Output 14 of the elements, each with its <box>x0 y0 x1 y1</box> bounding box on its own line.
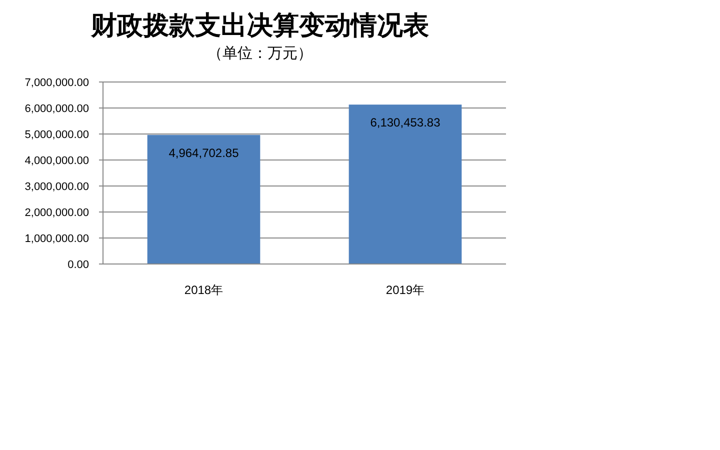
data-label: 6,130,453.83 <box>370 116 441 130</box>
y-tick-label: 4,000,000.00 <box>24 155 89 167</box>
y-tick-label: 1,000,000.00 <box>24 233 89 245</box>
x-tick-label: 2019年 <box>386 283 425 297</box>
chart-title: 财政拨款支出决算变动情况表 <box>90 11 429 40</box>
y-tick-label: 7,000,000.00 <box>24 77 89 89</box>
x-tick-label: 2018年 <box>184 283 224 297</box>
data-label: 4,964,702.85 <box>168 146 240 160</box>
y-tick-label: 2,000,000.00 <box>24 207 89 219</box>
y-tick-label: 0.00 <box>68 259 89 271</box>
y-tick-label: 3,000,000.00 <box>24 181 89 193</box>
chart-subtitle: （单位：万元） <box>208 45 312 62</box>
y-tick-label: 6,000,000.00 <box>24 103 89 115</box>
y-tick-label: 5,000,000.00 <box>24 129 89 141</box>
